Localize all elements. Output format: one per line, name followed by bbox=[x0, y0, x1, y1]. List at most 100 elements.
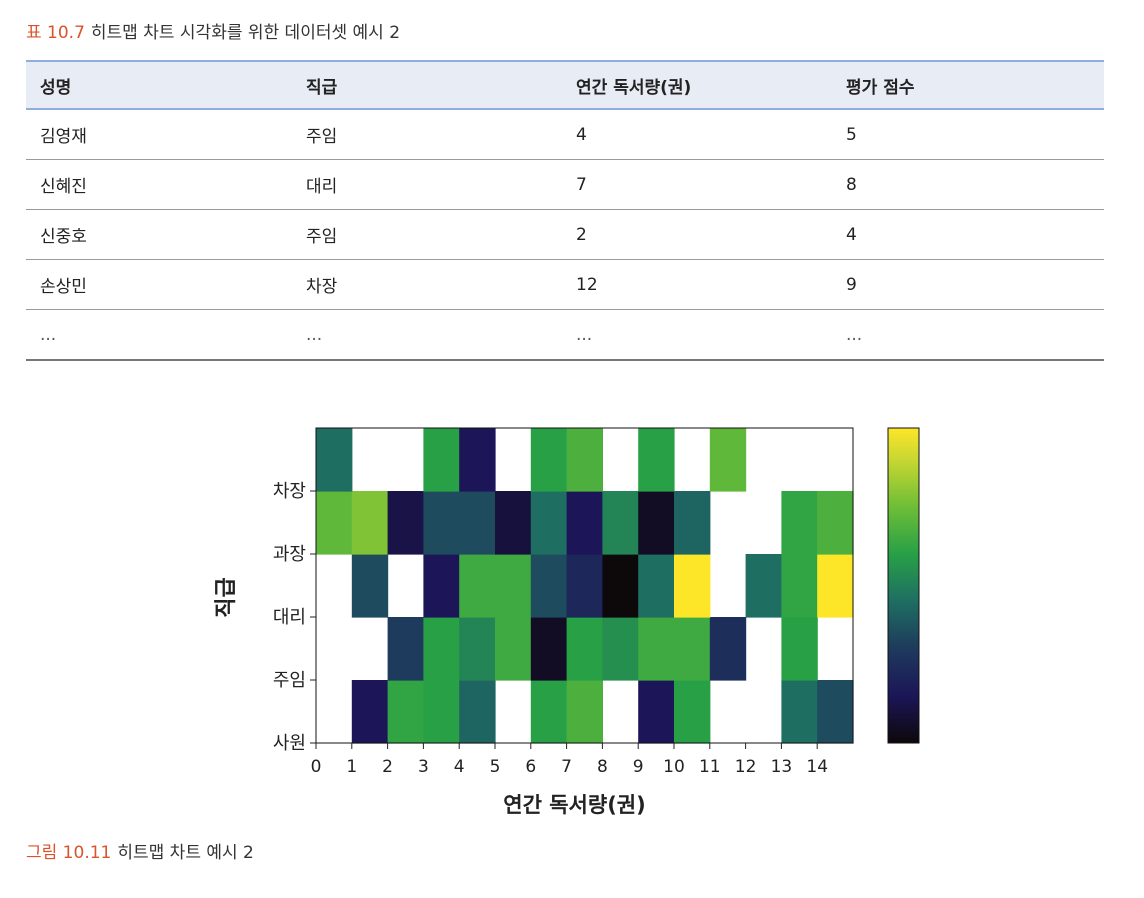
figure-caption-label: 그림 10.11 bbox=[26, 843, 112, 863]
x-tick-label: 7 bbox=[561, 757, 572, 777]
x-tick-label: 1 bbox=[346, 757, 357, 777]
table-caption-text: 히트맵 차트 시각화를 위한 데이터셋 예시 2 bbox=[90, 23, 401, 43]
heatmap-cell bbox=[459, 617, 496, 681]
heatmap-cell bbox=[602, 554, 639, 618]
cell-score: 8 bbox=[832, 159, 1104, 210]
cell-name: 신혜진 bbox=[26, 159, 292, 210]
header-rank: 직급 bbox=[292, 60, 562, 110]
heatmap-cell bbox=[423, 680, 460, 744]
heatmap-cell bbox=[638, 491, 675, 555]
cell-rank: 대리 bbox=[292, 159, 562, 210]
dataset-table: 성명 직급 연간 독서량(권) 평가 점수 김영재 주임 4 5 신혜진 대리 … bbox=[26, 60, 1104, 361]
heatmap-cell bbox=[566, 428, 603, 492]
heatmap-cell bbox=[459, 428, 496, 492]
heatmap-cell bbox=[423, 428, 460, 492]
table-row: 신중호 주임 2 4 bbox=[26, 209, 1104, 260]
heatmap-cell bbox=[709, 428, 747, 492]
x-tick-label: 4 bbox=[454, 757, 465, 777]
cell-reading: 2 bbox=[562, 209, 832, 260]
heatmap-cell bbox=[674, 617, 711, 681]
table-caption: 표 10.7 히트맵 차트 시각화를 위한 데이터셋 예시 2 bbox=[26, 18, 400, 43]
heatmap-cell bbox=[817, 554, 854, 618]
header-score: 평가 점수 bbox=[832, 60, 1104, 110]
heatmap-cell bbox=[566, 491, 603, 555]
heatmap-cell bbox=[817, 491, 854, 555]
y-axis-label: 직급 bbox=[214, 577, 239, 617]
heatmap-cell bbox=[423, 554, 460, 618]
heatmap-cell bbox=[709, 617, 747, 681]
heatmap-cell bbox=[817, 680, 854, 744]
x-tick-label: 10 bbox=[663, 757, 685, 777]
cell-rank: 주임 bbox=[292, 209, 562, 260]
heatmap-cell bbox=[566, 554, 603, 618]
cell-name: 신중호 bbox=[26, 209, 292, 260]
cell-score: ... bbox=[832, 309, 1104, 361]
cell-rank: 주임 bbox=[292, 109, 562, 160]
heatmap-cell bbox=[530, 554, 568, 618]
heatmap-cell bbox=[423, 491, 460, 555]
heatmap-cell bbox=[638, 617, 675, 681]
heatmap-cell bbox=[745, 554, 782, 618]
heatmap-cell bbox=[459, 680, 496, 744]
x-tick-label: 3 bbox=[418, 757, 429, 777]
y-tick-label: 대리 bbox=[273, 607, 306, 628]
heatmap-cell bbox=[316, 428, 353, 492]
figure-caption: 그림 10.11 히트맵 차트 예시 2 bbox=[26, 838, 254, 863]
cell-score: 4 bbox=[832, 209, 1104, 260]
heatmap-cell bbox=[530, 428, 568, 492]
heatmap-cell bbox=[638, 554, 675, 618]
heatmap-cell bbox=[459, 554, 496, 618]
x-tick-label: 13 bbox=[771, 757, 793, 777]
x-tick-label: 5 bbox=[490, 757, 501, 777]
heatmap-cell bbox=[674, 491, 711, 555]
heatmap-cell bbox=[638, 428, 675, 492]
table-caption-label: 표 10.7 bbox=[26, 23, 85, 43]
x-tick-label: 12 bbox=[735, 757, 757, 777]
x-tick-label: 0 bbox=[311, 757, 322, 777]
x-axis-label: 연간 독서량(권) bbox=[503, 793, 645, 817]
heatmap-cell bbox=[530, 617, 568, 681]
heatmap-cell bbox=[674, 680, 711, 744]
heatmap-cell bbox=[781, 491, 818, 555]
header-name: 성명 bbox=[26, 60, 292, 110]
colorbar bbox=[887, 427, 920, 744]
heatmap-cell bbox=[781, 617, 818, 681]
heatmap-cell bbox=[351, 554, 389, 618]
cell-reading: 4 bbox=[562, 109, 832, 160]
x-tick-label: 9 bbox=[633, 757, 644, 777]
y-tick-label: 주임 bbox=[273, 670, 306, 691]
heatmap-cell bbox=[495, 617, 532, 681]
heatmap-cell bbox=[566, 617, 603, 681]
header-reading: 연간 독서량(권) bbox=[562, 60, 832, 110]
y-tick-label: 과장 bbox=[273, 544, 306, 565]
cell-score: 5 bbox=[832, 109, 1104, 160]
heatmap-cell bbox=[781, 680, 818, 744]
cell-name: 김영재 bbox=[26, 109, 292, 160]
heatmap-cell bbox=[638, 680, 675, 744]
heatmap-cell bbox=[351, 491, 389, 555]
x-tick-label: 6 bbox=[525, 757, 536, 777]
heatmap-cell bbox=[495, 554, 532, 618]
y-tick-label: 차장 bbox=[273, 481, 306, 502]
cell-name: ... bbox=[26, 309, 292, 361]
cell-reading: ... bbox=[562, 309, 832, 361]
cell-score: 9 bbox=[832, 259, 1104, 310]
heatmap-cell bbox=[387, 491, 424, 555]
heatmap-cell bbox=[387, 617, 424, 681]
x-tick-label: 11 bbox=[699, 757, 721, 777]
table-row: 신혜진 대리 7 8 bbox=[26, 159, 1104, 210]
cell-reading: 7 bbox=[562, 159, 832, 210]
y-tick-label: 사원 bbox=[273, 733, 306, 754]
cell-reading: 12 bbox=[562, 259, 832, 310]
plot-frame bbox=[315, 427, 854, 744]
heatmap-cell bbox=[602, 617, 639, 681]
table-row: 손상민 차장 12 9 bbox=[26, 259, 1104, 310]
cell-rank: 차장 bbox=[292, 259, 562, 310]
heatmap-cell bbox=[781, 554, 818, 618]
x-tick-label: 8 bbox=[597, 757, 608, 777]
heatmap-cell bbox=[530, 680, 568, 744]
heatmap-cell bbox=[566, 680, 603, 744]
heatmap-cell bbox=[602, 491, 639, 555]
table-row: 김영재 주임 4 5 bbox=[26, 109, 1104, 160]
